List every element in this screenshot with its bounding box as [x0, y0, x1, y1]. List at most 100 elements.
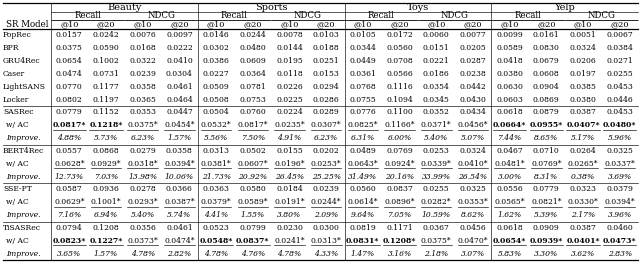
Text: 0.0603: 0.0603: [496, 95, 523, 104]
Text: 0.0643*: 0.0643*: [348, 160, 378, 168]
Text: Toys: Toys: [407, 3, 429, 12]
Text: 7.44%: 7.44%: [497, 134, 522, 142]
Text: 0.0239: 0.0239: [313, 185, 340, 193]
Text: 0.0819: 0.0819: [349, 224, 376, 232]
Text: 0.0837: 0.0837: [386, 185, 413, 193]
Text: 0.0146: 0.0146: [203, 31, 230, 39]
Text: 0.0078: 0.0078: [276, 31, 303, 39]
Text: 6.23%: 6.23%: [314, 134, 339, 142]
Text: 0.0077: 0.0077: [460, 31, 486, 39]
Text: 0.0225: 0.0225: [276, 95, 303, 104]
Text: Improve.: Improve.: [6, 250, 41, 257]
Text: 0.1227*: 0.1227*: [90, 237, 123, 245]
Text: 4.91%: 4.91%: [277, 134, 301, 142]
Text: 0.0118: 0.0118: [276, 70, 303, 78]
Text: 0.0067: 0.0067: [606, 31, 633, 39]
Text: Improve.: Improve.: [6, 134, 41, 142]
Text: Improve.: Improve.: [6, 211, 41, 219]
Text: 0.0373*: 0.0373*: [127, 237, 158, 245]
Text: 0.0710: 0.0710: [533, 147, 559, 155]
Text: 0.0430: 0.0430: [460, 95, 486, 104]
Text: 0.0300: 0.0300: [313, 224, 340, 232]
Text: NDCG: NDCG: [588, 12, 615, 21]
Text: 3.00%: 3.00%: [497, 173, 522, 181]
Text: 0.0365: 0.0365: [129, 95, 156, 104]
Text: 21.73%: 21.73%: [202, 173, 230, 181]
Text: 0.0410*: 0.0410*: [458, 160, 488, 168]
Text: 0.0105: 0.0105: [349, 31, 376, 39]
Text: @10: @10: [280, 21, 299, 29]
Text: @20: @20: [244, 21, 262, 29]
Text: 0.0560: 0.0560: [386, 44, 413, 52]
Text: 0.0474: 0.0474: [56, 70, 83, 78]
Text: @10: @10: [60, 21, 79, 29]
Text: 0.0060: 0.0060: [423, 31, 449, 39]
Text: 0.0379*: 0.0379*: [201, 198, 232, 206]
Text: Caser: Caser: [3, 70, 25, 78]
Text: 0.0480*: 0.0480*: [603, 121, 636, 129]
Text: 0.0614*: 0.0614*: [348, 198, 378, 206]
Text: 26.45%: 26.45%: [275, 173, 304, 181]
Text: 0.1100: 0.1100: [386, 108, 413, 117]
Text: 0.0241*: 0.0241*: [274, 237, 305, 245]
Text: Recall: Recall: [221, 12, 248, 21]
Text: 0.0456*: 0.0456*: [458, 121, 488, 129]
Text: 0.0157: 0.0157: [56, 31, 83, 39]
Text: 0.0589*: 0.0589*: [237, 198, 268, 206]
Text: 0.0242: 0.0242: [93, 31, 120, 39]
Text: 0.0380: 0.0380: [496, 70, 523, 78]
Text: 0.0375*: 0.0375*: [421, 237, 452, 245]
Text: 25.25%: 25.25%: [312, 173, 340, 181]
Text: 5.83%: 5.83%: [497, 250, 522, 257]
Text: 0.1177: 0.1177: [93, 83, 120, 91]
Text: 0.0869: 0.0869: [533, 95, 559, 104]
Text: 0.0151: 0.0151: [423, 44, 449, 52]
Text: 0.0628*: 0.0628*: [54, 160, 84, 168]
Text: w/ AC: w/ AC: [6, 198, 29, 206]
Text: 0.38%: 0.38%: [571, 173, 595, 181]
Text: 0.0924*: 0.0924*: [384, 160, 415, 168]
Text: 0.0817*: 0.0817*: [237, 121, 268, 129]
Text: 4.78%: 4.78%: [204, 250, 228, 257]
Text: @10: @10: [207, 21, 225, 29]
Text: 0.0560: 0.0560: [349, 185, 376, 193]
Text: 0.0909: 0.0909: [533, 224, 559, 232]
Text: 0.0352: 0.0352: [423, 108, 450, 117]
Text: 0.0434: 0.0434: [460, 108, 486, 117]
Text: 0.0769*: 0.0769*: [531, 160, 561, 168]
Text: 8.65%: 8.65%: [534, 134, 559, 142]
Text: 0.0955*: 0.0955*: [530, 121, 563, 129]
Text: 0.0195: 0.0195: [276, 57, 303, 65]
Text: 5.73%: 5.73%: [94, 134, 118, 142]
Text: 5.56%: 5.56%: [204, 134, 228, 142]
Text: 0.0196*: 0.0196*: [274, 160, 305, 168]
Text: 0.0509: 0.0509: [203, 83, 230, 91]
Text: 0.0238: 0.0238: [460, 70, 486, 78]
Text: 13.98%: 13.98%: [128, 173, 157, 181]
Text: 0.0366: 0.0366: [166, 185, 193, 193]
Text: 0.0410: 0.0410: [166, 57, 193, 65]
Text: 9.64%: 9.64%: [351, 211, 375, 219]
Text: 0.0385: 0.0385: [570, 83, 596, 91]
Text: NDCG: NDCG: [147, 12, 175, 21]
Text: 1.62%: 1.62%: [497, 211, 522, 219]
Text: 0.0186: 0.0186: [423, 70, 449, 78]
Text: 0.0278: 0.0278: [129, 185, 156, 193]
Text: 0.0345: 0.0345: [423, 95, 450, 104]
Text: 0.0904: 0.0904: [533, 83, 559, 91]
Text: 0.0446: 0.0446: [606, 95, 633, 104]
Text: SASRec: SASRec: [3, 108, 33, 117]
Text: 0.0480: 0.0480: [239, 44, 266, 52]
Text: 0.1094: 0.1094: [386, 95, 413, 104]
Text: @10: @10: [574, 21, 592, 29]
Text: 2.83%: 2.83%: [607, 250, 632, 257]
Text: 3.96%: 3.96%: [607, 211, 632, 219]
Text: 0.0255: 0.0255: [606, 70, 633, 78]
Text: 0.0294: 0.0294: [313, 83, 340, 91]
Text: 0.0565*: 0.0565*: [494, 198, 525, 206]
Text: 0.0302: 0.0302: [203, 44, 230, 52]
Text: 0.0161: 0.0161: [533, 31, 559, 39]
Text: 0.0936: 0.0936: [93, 185, 120, 193]
Text: @10: @10: [500, 21, 519, 29]
Text: Recall: Recall: [74, 12, 101, 21]
